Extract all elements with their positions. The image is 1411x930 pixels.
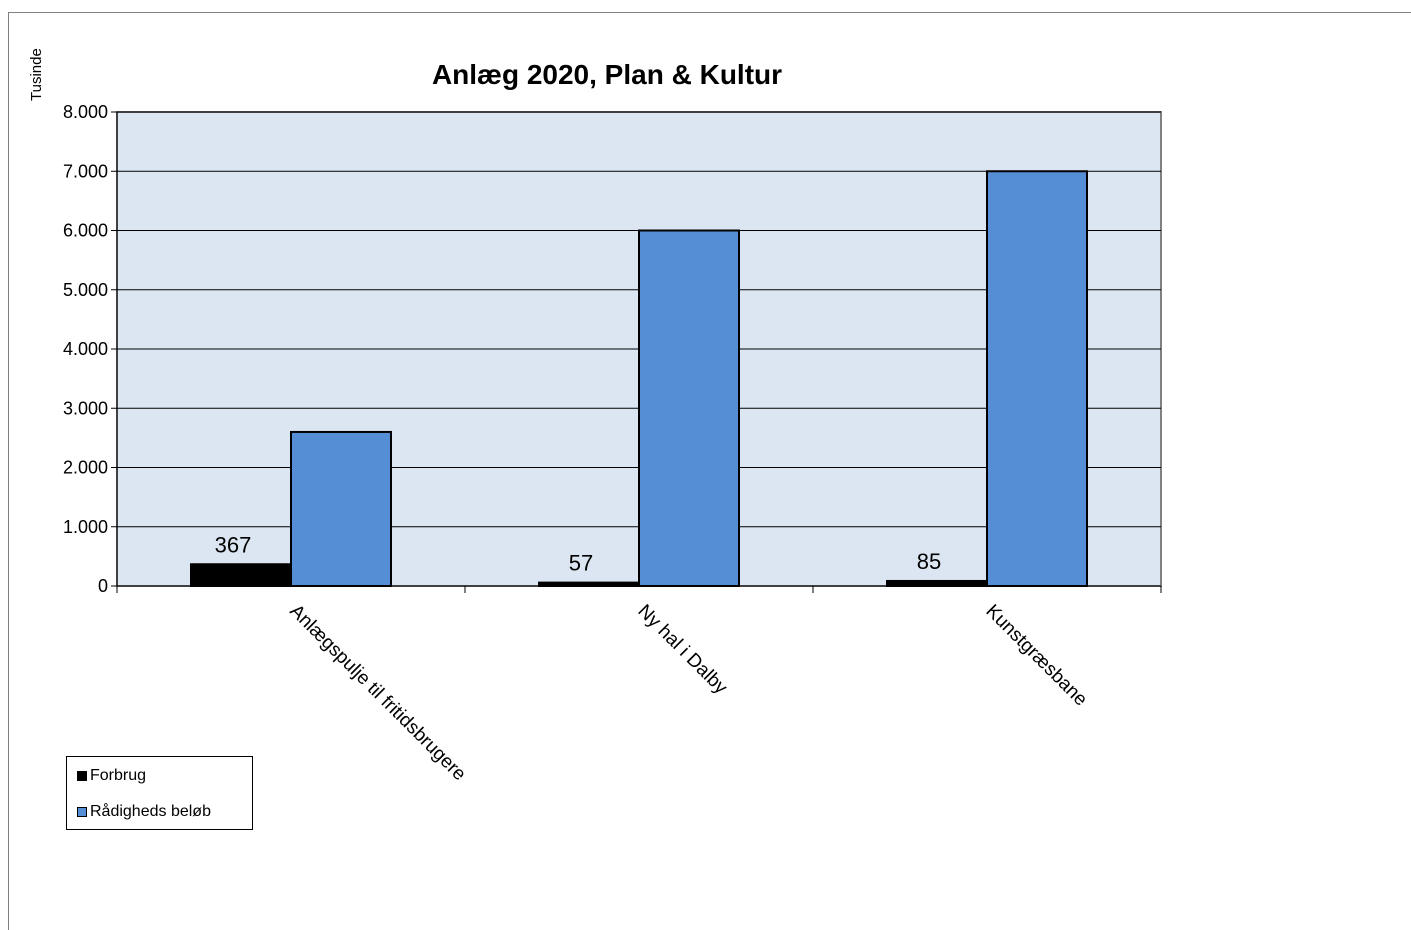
legend-item-forbrug: Forbrug	[77, 767, 146, 785]
legend-item-radigheds-belob: Rådigheds beløb	[77, 803, 211, 821]
y-tick-label: 1.000	[63, 517, 108, 537]
legend-swatch-forbrug	[77, 771, 87, 781]
legend-label-radigheds-belob: Rådigheds beløb	[90, 803, 211, 820]
chart-frame	[8, 12, 1411, 930]
bar-radigheds-belob	[638, 229, 740, 587]
y-tick-label: 4.000	[63, 339, 108, 359]
y-axis-unit-label: Tusinde	[28, 48, 45, 101]
y-tick-label: 6.000	[63, 221, 108, 241]
data-label: 85	[917, 549, 941, 574]
bar-forbrug	[538, 581, 640, 587]
plot-area: 0 1.000 2.000 3.000 4.000 5.000 6.000 7.000 8.00…	[63, 102, 1162, 785]
x-category-label: Kunstgræsbane	[981, 601, 1091, 711]
legend-label-forbrug: Forbrug	[90, 767, 147, 784]
x-category-label: Anlægspulje til fritidsbrugere	[285, 601, 469, 785]
data-label: 367	[215, 532, 252, 557]
bar-forbrug	[886, 579, 988, 587]
data-label: 57	[569, 551, 593, 576]
legend: Forbrug Rådigheds beløb	[66, 756, 253, 830]
chart-title: Anlæg 2020, Plan & Kultur	[432, 59, 782, 90]
bar-radigheds-belob	[986, 170, 1088, 587]
y-tick-label: 0	[98, 576, 108, 596]
y-tick-label: 8.000	[63, 102, 108, 122]
x-category-label: Ny hal i Dalby	[633, 601, 731, 699]
y-tick-label: 5.000	[63, 280, 108, 300]
legend-swatch-radigheds-belob	[77, 807, 87, 817]
y-tick-label: 7.000	[63, 161, 108, 181]
y-tick-label: 2.000	[63, 458, 108, 478]
bar-radigheds-belob	[290, 430, 392, 588]
bar-forbrug	[190, 563, 292, 587]
y-tick-label: 3.000	[63, 398, 108, 418]
